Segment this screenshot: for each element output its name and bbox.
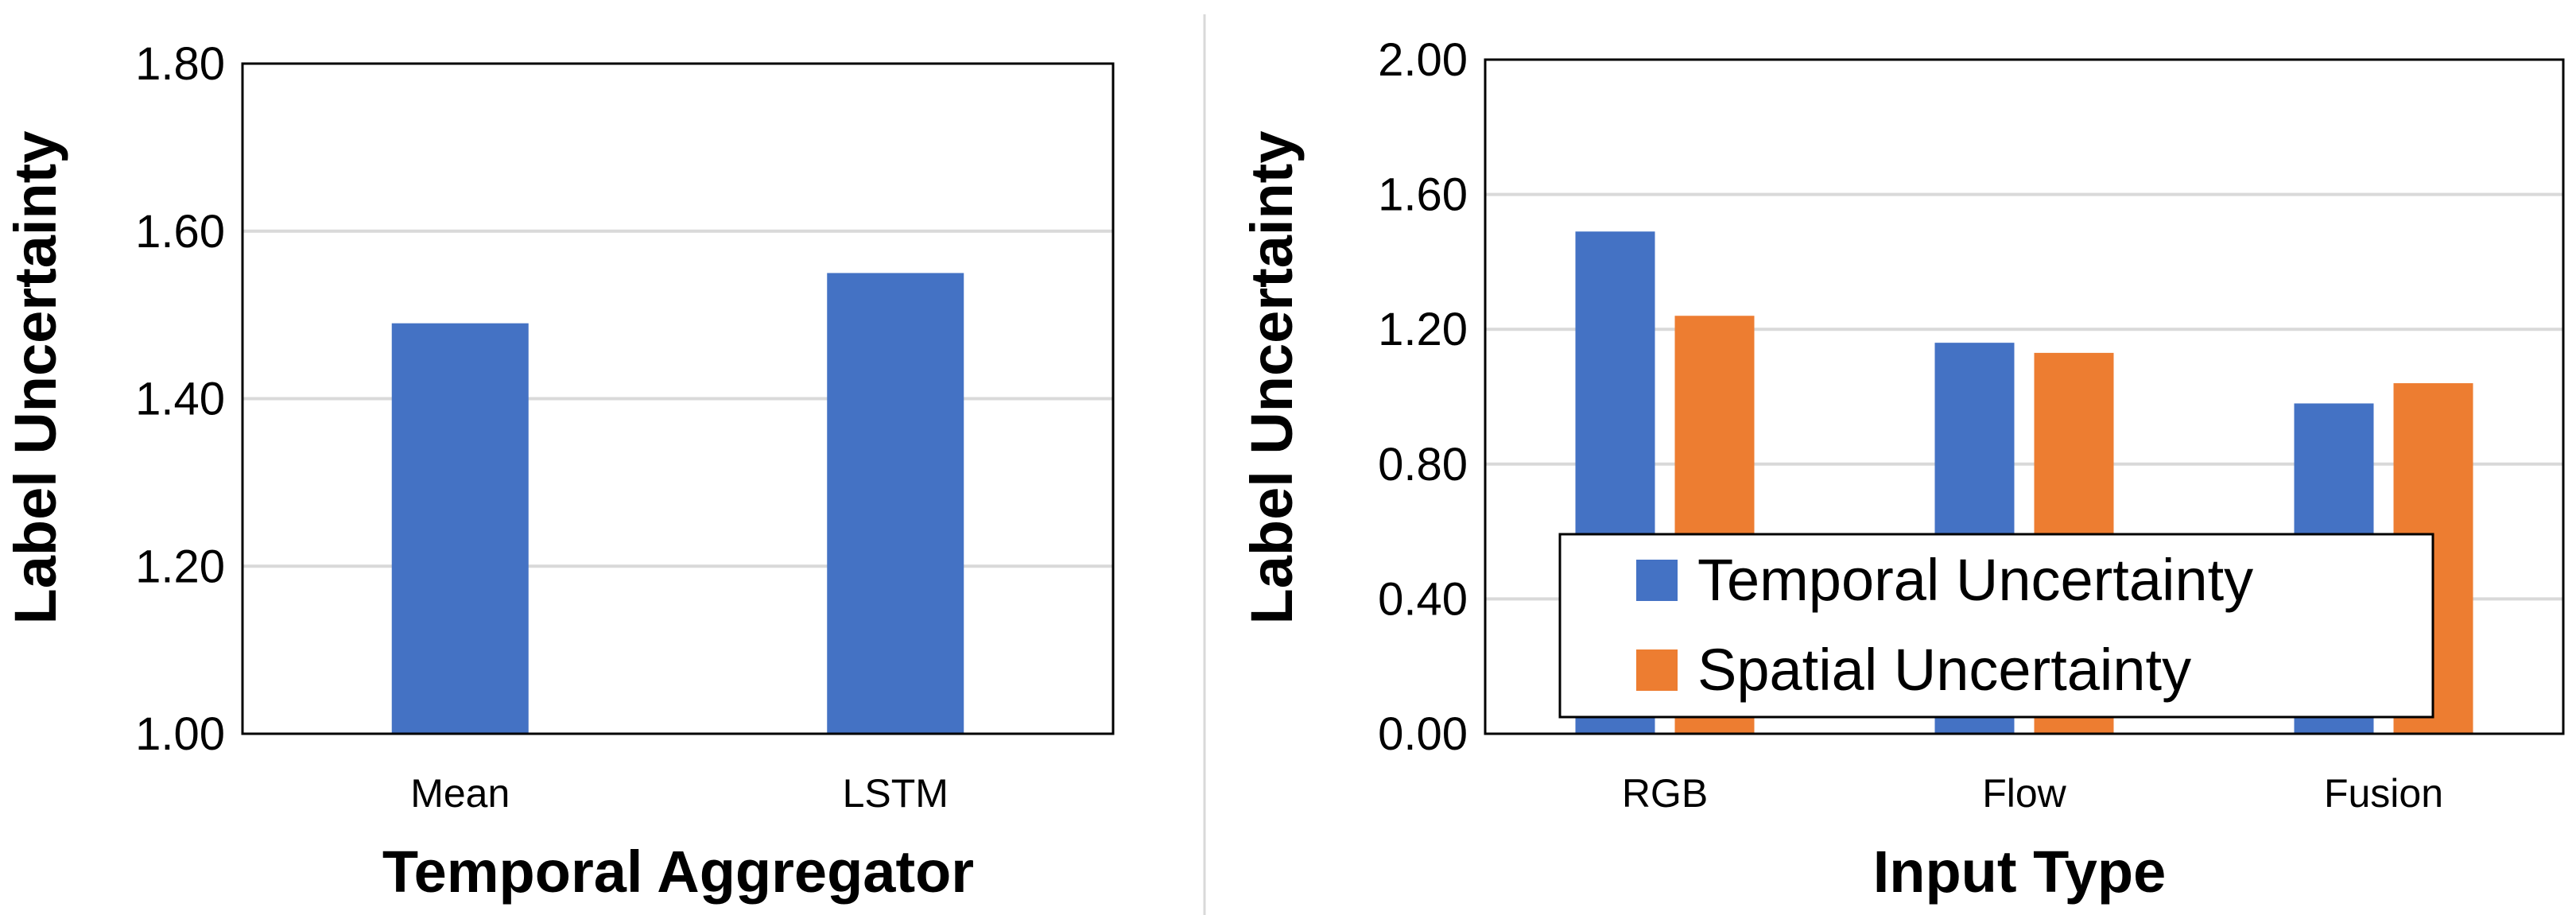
x-tick-label: Mean <box>410 771 510 816</box>
y-tick-label: 1.60 <box>1378 169 1468 221</box>
chart0-x-axis-label: Temporal Aggregator <box>382 839 974 905</box>
legend-box <box>1558 533 2434 719</box>
chart0-y-ticks: 1.00 1.20 1.40 1.60 1.80 <box>135 38 225 760</box>
chart1-x-axis-label: Input Type <box>1873 839 2167 905</box>
chart1-y-ticks: 0.00 0.40 0.80 1.20 1.60 2.00 <box>1378 34 1468 760</box>
bar <box>827 273 964 734</box>
legend-label-temporal: Temporal Uncertainty <box>1697 547 2253 613</box>
chart-temporal-aggregator: 1.00 1.20 1.40 1.60 1.80 Mean LSTM Label Unce… <box>2 38 1115 905</box>
chart0-x-ticks: Mean LSTM <box>410 771 949 816</box>
y-tick-label: 0.40 <box>1378 573 1468 625</box>
y-tick-label: 0.80 <box>1378 439 1468 490</box>
chart1-y-axis-label: Label Uncertainty <box>1239 131 1305 625</box>
chart0-y-axis-label: Label Uncertainty <box>2 131 68 625</box>
x-tick-label: LSTM <box>843 771 949 816</box>
x-tick-label: Fusion <box>2324 771 2443 816</box>
y-tick-label: 1.80 <box>135 38 225 90</box>
chart0-plot-frame <box>241 62 1115 735</box>
y-tick-label: 0.00 <box>1378 708 1468 760</box>
x-tick-label: Flow <box>1982 771 2066 816</box>
y-tick-label: 1.20 <box>135 541 225 592</box>
legend-label-spatial: Spatial Uncertainty <box>1697 637 2191 703</box>
y-tick-label: 1.60 <box>135 206 225 258</box>
y-tick-label: 1.20 <box>1378 304 1468 355</box>
chart0-gridlines <box>242 229 1113 568</box>
legend-swatch-spatial <box>1636 649 1678 691</box>
y-tick-label: 1.40 <box>135 374 225 425</box>
bar <box>391 323 529 735</box>
chart-input-type: 0.00 0.40 0.80 1.20 1.60 2.00 RGB Flow Fusion L… <box>1239 34 2565 905</box>
x-tick-label: RGB <box>1622 771 1708 816</box>
legend-swatch-temporal <box>1636 560 1678 601</box>
chart1-plot-frame <box>1484 58 2565 735</box>
y-tick-label: 2.00 <box>1378 34 1468 86</box>
chart0-bars <box>391 273 964 735</box>
y-tick-label: 1.00 <box>135 708 225 760</box>
chart1-x-ticks: RGB Flow Fusion <box>1622 771 2443 816</box>
chart1-legend: Temporal Uncertainty Spatial Uncertainty <box>1558 533 2434 719</box>
